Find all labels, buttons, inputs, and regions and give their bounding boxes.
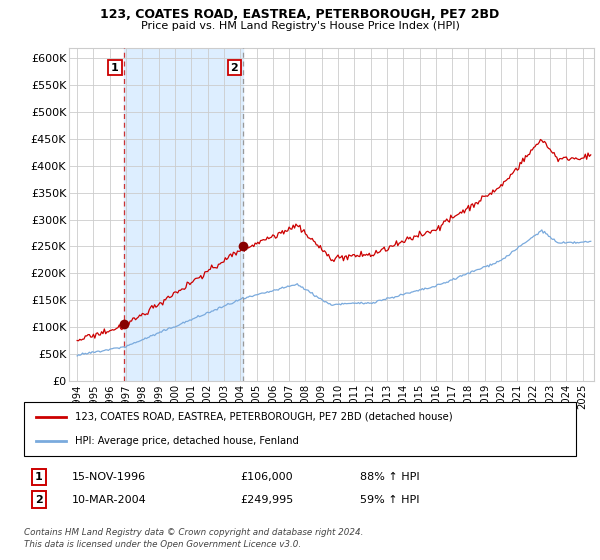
Text: 10-MAR-2004: 10-MAR-2004 (72, 494, 147, 505)
Text: £106,000: £106,000 (240, 472, 293, 482)
Text: 1: 1 (111, 63, 119, 73)
Text: 59% ↑ HPI: 59% ↑ HPI (360, 494, 419, 505)
Text: Contains HM Land Registry data © Crown copyright and database right 2024.: Contains HM Land Registry data © Crown c… (24, 528, 364, 536)
Text: £249,995: £249,995 (240, 494, 293, 505)
Text: 88% ↑ HPI: 88% ↑ HPI (360, 472, 419, 482)
Text: 123, COATES ROAD, EASTREA, PETERBOROUGH, PE7 2BD: 123, COATES ROAD, EASTREA, PETERBOROUGH,… (100, 8, 500, 21)
Text: 2: 2 (35, 494, 43, 505)
Text: 123, COATES ROAD, EASTREA, PETERBOROUGH, PE7 2BD (detached house): 123, COATES ROAD, EASTREA, PETERBOROUGH,… (75, 412, 452, 422)
Text: 2: 2 (230, 63, 238, 73)
Text: Price paid vs. HM Land Registry's House Price Index (HPI): Price paid vs. HM Land Registry's House … (140, 21, 460, 31)
Text: HPI: Average price, detached house, Fenland: HPI: Average price, detached house, Fenl… (75, 436, 299, 446)
Bar (124, 48, 243, 381)
Text: This data is licensed under the Open Government Licence v3.0.: This data is licensed under the Open Gov… (24, 540, 301, 549)
Text: 15-NOV-1996: 15-NOV-1996 (72, 472, 146, 482)
Text: 1: 1 (35, 472, 43, 482)
